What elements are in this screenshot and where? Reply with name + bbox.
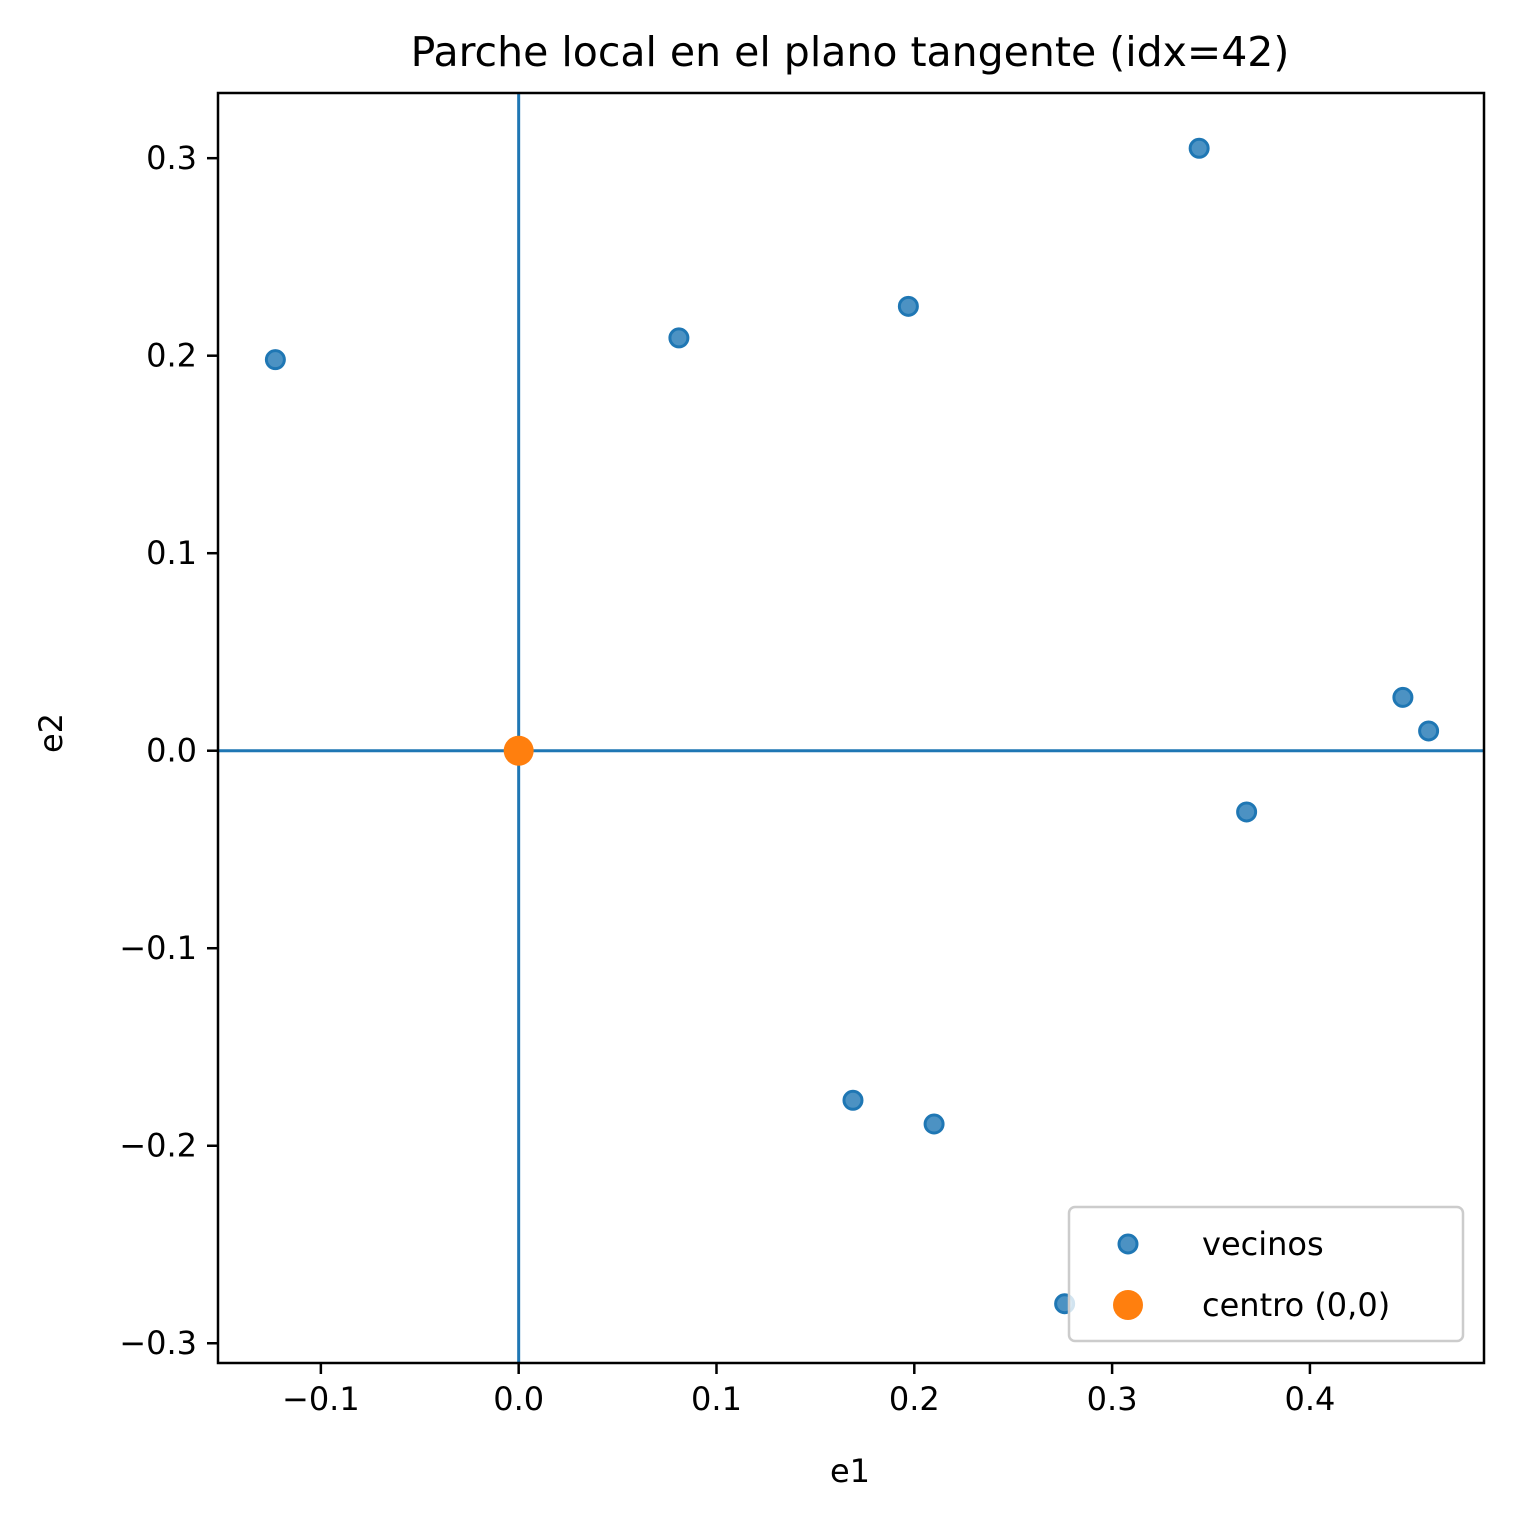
legend-box xyxy=(1067,1205,1465,1343)
x-tick-label: 0.0 xyxy=(493,1380,544,1418)
neighbor-point xyxy=(264,349,286,371)
chart-title: Parche local en el plano tangente (idx=4… xyxy=(411,28,1290,76)
legend-label: vecinos xyxy=(1202,1225,1324,1263)
x-axis-label: e1 xyxy=(830,1452,870,1490)
axes-frame xyxy=(216,91,1486,1365)
neighbor-point xyxy=(1188,137,1210,159)
legend-label: centro (0,0) xyxy=(1202,1286,1390,1324)
legend: vecinos centro (0,0) xyxy=(1067,1205,1465,1343)
y-axis-label: e2 xyxy=(32,713,70,753)
y-tick-label: 0.2 xyxy=(146,337,197,375)
plot-area xyxy=(216,91,1486,1365)
neighbor-point xyxy=(1392,686,1414,708)
neighbor-point xyxy=(1418,720,1440,742)
neighbor-point xyxy=(668,327,690,349)
center-point xyxy=(503,735,534,766)
neighbor-point xyxy=(897,295,919,317)
y-tick-label: −0.2 xyxy=(119,1127,197,1165)
x-tick-label: 0.1 xyxy=(691,1380,742,1418)
y-tick-label: −0.1 xyxy=(119,929,197,967)
y-tick-label: 0.3 xyxy=(146,139,197,177)
x-tick-label: 0.2 xyxy=(889,1380,940,1418)
axis-ticks: −0.1 0.0 0.1 0.2 0.3 0.4 −0.3 −0.2 −0.1 0.0 0.1 0.2… xyxy=(119,139,1335,1418)
y-tick-label: −0.3 xyxy=(119,1324,197,1362)
legend-neighbor-marker xyxy=(1117,1233,1139,1255)
neighbor-point xyxy=(842,1089,864,1111)
legend-center-marker xyxy=(1113,1290,1143,1320)
x-tick-label: −0.1 xyxy=(282,1380,360,1418)
y-tick-label: 0.1 xyxy=(146,534,197,572)
y-tick-label: 0.0 xyxy=(146,732,197,770)
x-tick-label: 0.4 xyxy=(1284,1380,1335,1418)
x-tick-label: 0.3 xyxy=(1087,1380,1138,1418)
neighbor-point xyxy=(923,1113,945,1135)
neighbor-point xyxy=(1236,801,1258,823)
